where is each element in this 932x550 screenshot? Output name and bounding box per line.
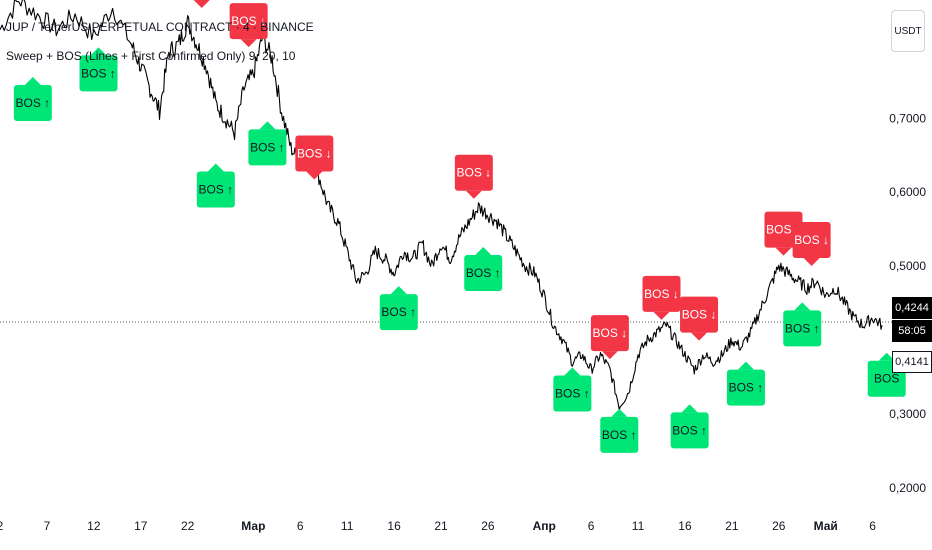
bos-up-marker[interactable]: BOS ↑ <box>600 408 639 453</box>
bos-down-marker[interactable]: BOS ↓ <box>680 296 719 341</box>
x-tick-label: 7 <box>44 519 51 533</box>
y-tick-label: 0,2000 <box>889 481 926 495</box>
bos-down-marker[interactable]: BOS ↓ <box>229 3 268 48</box>
y-tick-label: 0,6000 <box>889 185 926 199</box>
bos-up-marker[interactable]: BOS ↑ <box>670 404 709 449</box>
bos-marker-label: BOS ↑ <box>729 381 764 395</box>
x-tick-label: 2 <box>0 519 4 533</box>
x-tick-label: 26 <box>481 519 495 533</box>
x-tick-label: 21 <box>434 519 448 533</box>
bos-marker-label: BOS ↑ <box>785 321 820 335</box>
bos-marker-label: BOS ↑ <box>81 66 116 80</box>
bos-marker-label: BOS ↑ <box>672 423 707 437</box>
symbol-title[interactable]: JUP / TetherUS PERPETUAL CONTRACT · 4 · … <box>6 20 314 34</box>
bos-marker-label: BOS ↓ <box>794 233 829 247</box>
indicator-legend[interactable]: Sweep + BOS (Lines + First Confirmed Onl… <box>6 49 296 63</box>
bos-marker-label: BOS ↑ <box>381 305 416 319</box>
bos-marker-label: BOS ↑ <box>555 386 590 400</box>
x-tick-label: 11 <box>341 519 354 533</box>
x-tick-label: 6 <box>588 519 595 533</box>
bos-down-marker[interactable]: BOS ↓ <box>642 275 681 320</box>
current-price-tag: 0,4244 <box>892 297 932 319</box>
x-tick-label: 21 <box>725 519 739 533</box>
bos-down-marker[interactable]: BOS ↓ <box>183 0 221 8</box>
bos-marker-label: BOS ↑ <box>466 266 501 280</box>
bos-up-marker[interactable]: BOS ↑ <box>783 302 822 347</box>
x-tick-label: Апр <box>533 519 556 533</box>
bos-marker-label: BOS ↓ <box>766 223 801 237</box>
bos-marker-label: BOS ↓ <box>297 146 332 160</box>
bos-marker-label: BOS ↓ <box>644 287 679 301</box>
bos-up-marker[interactable]: BOS ↑ <box>196 163 235 208</box>
bos-marker-label: BOS ↓ <box>593 326 628 340</box>
currency-button[interactable]: USDT <box>891 10 925 52</box>
x-tick-label: 6 <box>869 519 876 533</box>
x-tick-label: 17 <box>134 519 148 533</box>
bos-marker-label: BOS ↑ <box>198 182 233 196</box>
y-tick-label: 0,5000 <box>889 259 926 273</box>
x-tick-label: 16 <box>678 519 692 533</box>
bos-up-marker[interactable]: BOS ↑ <box>248 121 287 166</box>
bos-up-marker[interactable]: BOS ↑ <box>79 47 118 92</box>
bos-down-marker[interactable]: BOS ↓ <box>590 315 629 360</box>
bar-countdown: 58:05 <box>892 320 932 342</box>
bos-down-marker[interactable]: BOS ↓ <box>454 154 493 199</box>
low-price-tag: 0,4141 <box>892 351 932 373</box>
x-tick-label: 22 <box>181 519 195 533</box>
x-tick-label: Мар <box>241 519 265 533</box>
x-tick-label: 11 <box>632 519 645 533</box>
price-series-line <box>0 0 883 411</box>
bos-down-marker[interactable]: BOS ↓ <box>792 221 831 266</box>
x-tick-label: 16 <box>387 519 401 533</box>
bos-up-marker[interactable]: BOS ↑ <box>464 247 503 291</box>
bos-marker-label: BOS ↑ <box>15 96 50 110</box>
bos-marker-label: BOS ↑ <box>250 140 285 154</box>
x-tick-label: 26 <box>772 519 786 533</box>
bos-up-marker[interactable]: BOS ↑ <box>13 77 52 121</box>
bos-down-marker[interactable]: BOS ↓ <box>295 135 334 180</box>
y-tick-label: 0,7000 <box>889 111 926 125</box>
bos-marker-label: BOS <box>874 372 899 386</box>
x-tick-label: Май <box>814 519 838 533</box>
bos-up-marker[interactable]: BOS ↑ <box>726 361 765 406</box>
bos-marker-label: BOS ↓ <box>682 308 717 322</box>
bos-marker-label: BOS ↑ <box>602 428 637 442</box>
bos-marker-label: BOS ↓ <box>456 166 491 180</box>
bos-up-marker[interactable]: BOS ↑ <box>379 286 418 331</box>
bos-marker-label: BOS ↓ <box>231 14 266 28</box>
x-tick-label: 6 <box>297 519 304 533</box>
bos-up-marker[interactable]: BOS ↑ <box>553 367 592 412</box>
y-tick-label: 0,3000 <box>889 407 926 421</box>
x-tick-label: 12 <box>87 519 101 533</box>
